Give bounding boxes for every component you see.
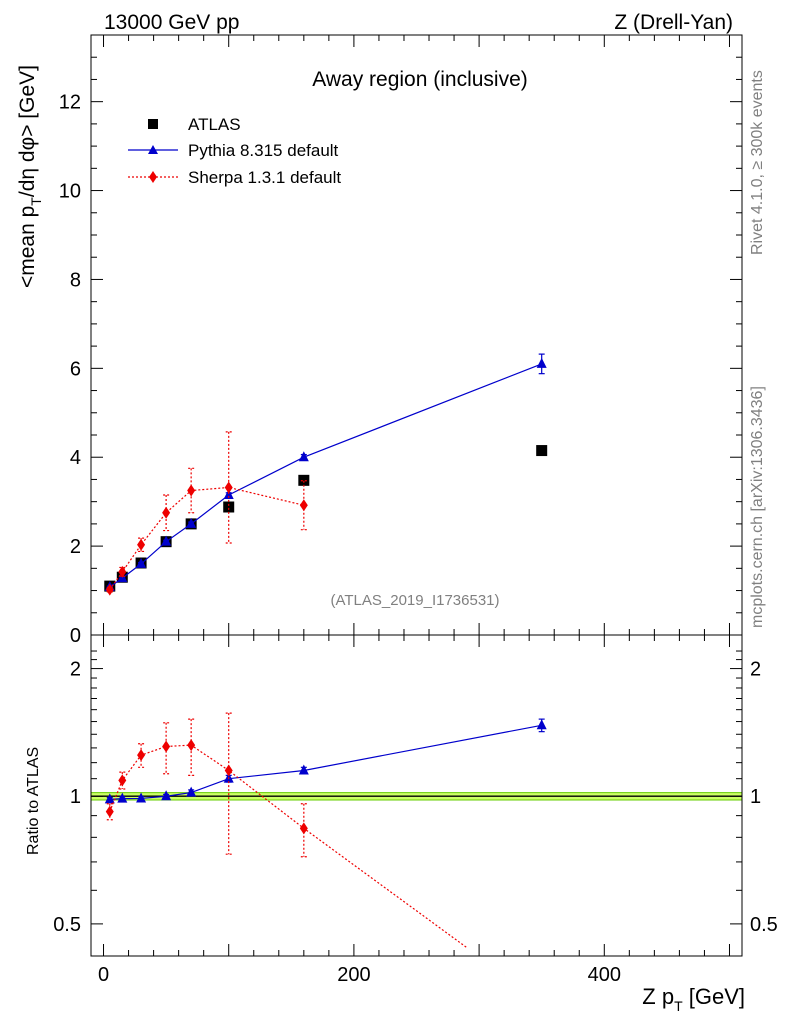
main-title: Away region (inclusive) bbox=[312, 68, 528, 91]
sherpa-point bbox=[187, 484, 196, 497]
legend-atlas-label: ATLAS bbox=[188, 115, 241, 134]
main-ytick-label: 6 bbox=[70, 358, 81, 380]
header-right: Z (Drell-Yan) bbox=[614, 11, 733, 34]
ratio-pythia-point bbox=[186, 786, 197, 797]
legend-pythia-marker bbox=[148, 145, 158, 154]
ratio-xtick-label: 0 bbox=[98, 964, 109, 986]
ratio-pythia-point bbox=[136, 792, 147, 803]
ratio-pythia-point bbox=[536, 719, 547, 730]
main-panel: 0 2 4 6 8 10 12 Away region (inclusive) (ATLAS… bbox=[16, 34, 743, 647]
ratio-pythia-point bbox=[117, 792, 128, 803]
legend: ATLAS Pythia 8.315 default Sherpa 1.3.1 … bbox=[128, 115, 341, 187]
pythia-point bbox=[536, 357, 547, 368]
ratio-sherpa-point bbox=[105, 805, 114, 818]
legend-sherpa-marker bbox=[149, 171, 157, 183]
main-ytick-label: 0 bbox=[70, 625, 81, 647]
ratio-xlabel-sub: T bbox=[674, 998, 683, 1014]
ratio-sherpa-point bbox=[118, 774, 127, 787]
ratio-ytick-label-right: 1 bbox=[750, 786, 761, 808]
mcplots-label: mcplots.cern.ch [arXiv:1306.3436] bbox=[749, 386, 766, 628]
ratio-data bbox=[104, 712, 547, 948]
ratio-sherpa-point bbox=[224, 764, 233, 777]
main-axes: 0 2 4 6 8 10 12 bbox=[59, 35, 742, 647]
ratio-pythia-point bbox=[161, 790, 172, 801]
ratio-ytick-label: 1 bbox=[70, 786, 81, 808]
pythia-line bbox=[109, 363, 542, 588]
pythia-point bbox=[136, 557, 147, 568]
ratio-panel: 0.5 0.5 1 1 2 2 0 200 400 Ratio to ATLAS Z pT [G… bbox=[25, 634, 778, 1014]
main-ylabel-tail: /dη dφ> [GeV] bbox=[16, 65, 39, 197]
main-ylabel-sub: T bbox=[28, 197, 44, 206]
main-ytick-label: 2 bbox=[70, 536, 81, 558]
ratio-frame bbox=[90, 634, 743, 957]
ratio-pythia-line bbox=[109, 724, 542, 800]
sherpa-point bbox=[224, 481, 233, 494]
ratio-sherpa-line bbox=[109, 744, 467, 948]
ratio-sherpa-point bbox=[299, 822, 308, 835]
ratio-ytick-label: 0.5 bbox=[53, 914, 81, 936]
pythia-point bbox=[298, 451, 309, 462]
ratio-sherpa-point bbox=[137, 749, 146, 762]
ratio-axes: 0.5 0.5 1 1 2 2 0 200 400 bbox=[53, 635, 778, 986]
sherpa-point bbox=[137, 538, 146, 551]
legend-sherpa-label: Sherpa 1.3.1 default bbox=[188, 168, 341, 187]
main-ytick-label: 12 bbox=[59, 92, 81, 114]
pythia-point bbox=[186, 517, 197, 528]
ratio-pythia-point bbox=[298, 764, 309, 775]
main-ylabel: <mean pT/dη dφ> [GeV] bbox=[16, 65, 44, 288]
ratio-xlabel: Z pT [GeV] bbox=[642, 984, 745, 1014]
pythia-point bbox=[223, 489, 234, 499]
ratio-ylabel: Ratio to ATLAS bbox=[25, 747, 42, 855]
ratio-xlabel-main: Z p bbox=[642, 984, 674, 1009]
main-ylabel-main: <mean p bbox=[16, 206, 39, 288]
legend-atlas-marker bbox=[148, 119, 158, 129]
ratio-xlabel-tail: [GeV] bbox=[683, 984, 745, 1009]
main-ytick-label: 8 bbox=[70, 269, 81, 291]
atlas-point bbox=[223, 501, 235, 513]
ratio-ytick-label: 2 bbox=[70, 659, 81, 681]
sherpa-point bbox=[118, 565, 127, 578]
sherpa-point bbox=[105, 583, 114, 596]
ratio-sherpa-point bbox=[187, 739, 196, 752]
ratio-pythia-point bbox=[104, 793, 115, 804]
analysis-tag: (ATLAS_2019_I1736531) bbox=[330, 592, 499, 609]
main-ytick-label: 10 bbox=[59, 181, 81, 203]
atlas-point bbox=[536, 445, 548, 457]
header-left: 13000 GeV pp bbox=[104, 11, 239, 34]
ratio-xtick-label: 200 bbox=[337, 964, 370, 986]
main-data bbox=[104, 353, 548, 596]
rivet-label: Rivet 4.1.0, ≥ 300k events bbox=[749, 70, 766, 255]
ratio-ytick-label-right: 2 bbox=[750, 659, 761, 681]
sherpa-point bbox=[299, 499, 308, 512]
main-ytick-label: 4 bbox=[70, 447, 81, 469]
atlas-point bbox=[298, 474, 310, 486]
ratio-xtick-label: 400 bbox=[588, 964, 621, 986]
ratio-ytick-label-right: 0.5 bbox=[750, 914, 778, 936]
ratio-band bbox=[91, 792, 742, 801]
ratio-sherpa-point bbox=[162, 740, 171, 753]
legend-pythia-label: Pythia 8.315 default bbox=[188, 141, 339, 160]
pythia-point bbox=[161, 535, 172, 546]
sherpa-point bbox=[162, 506, 171, 519]
